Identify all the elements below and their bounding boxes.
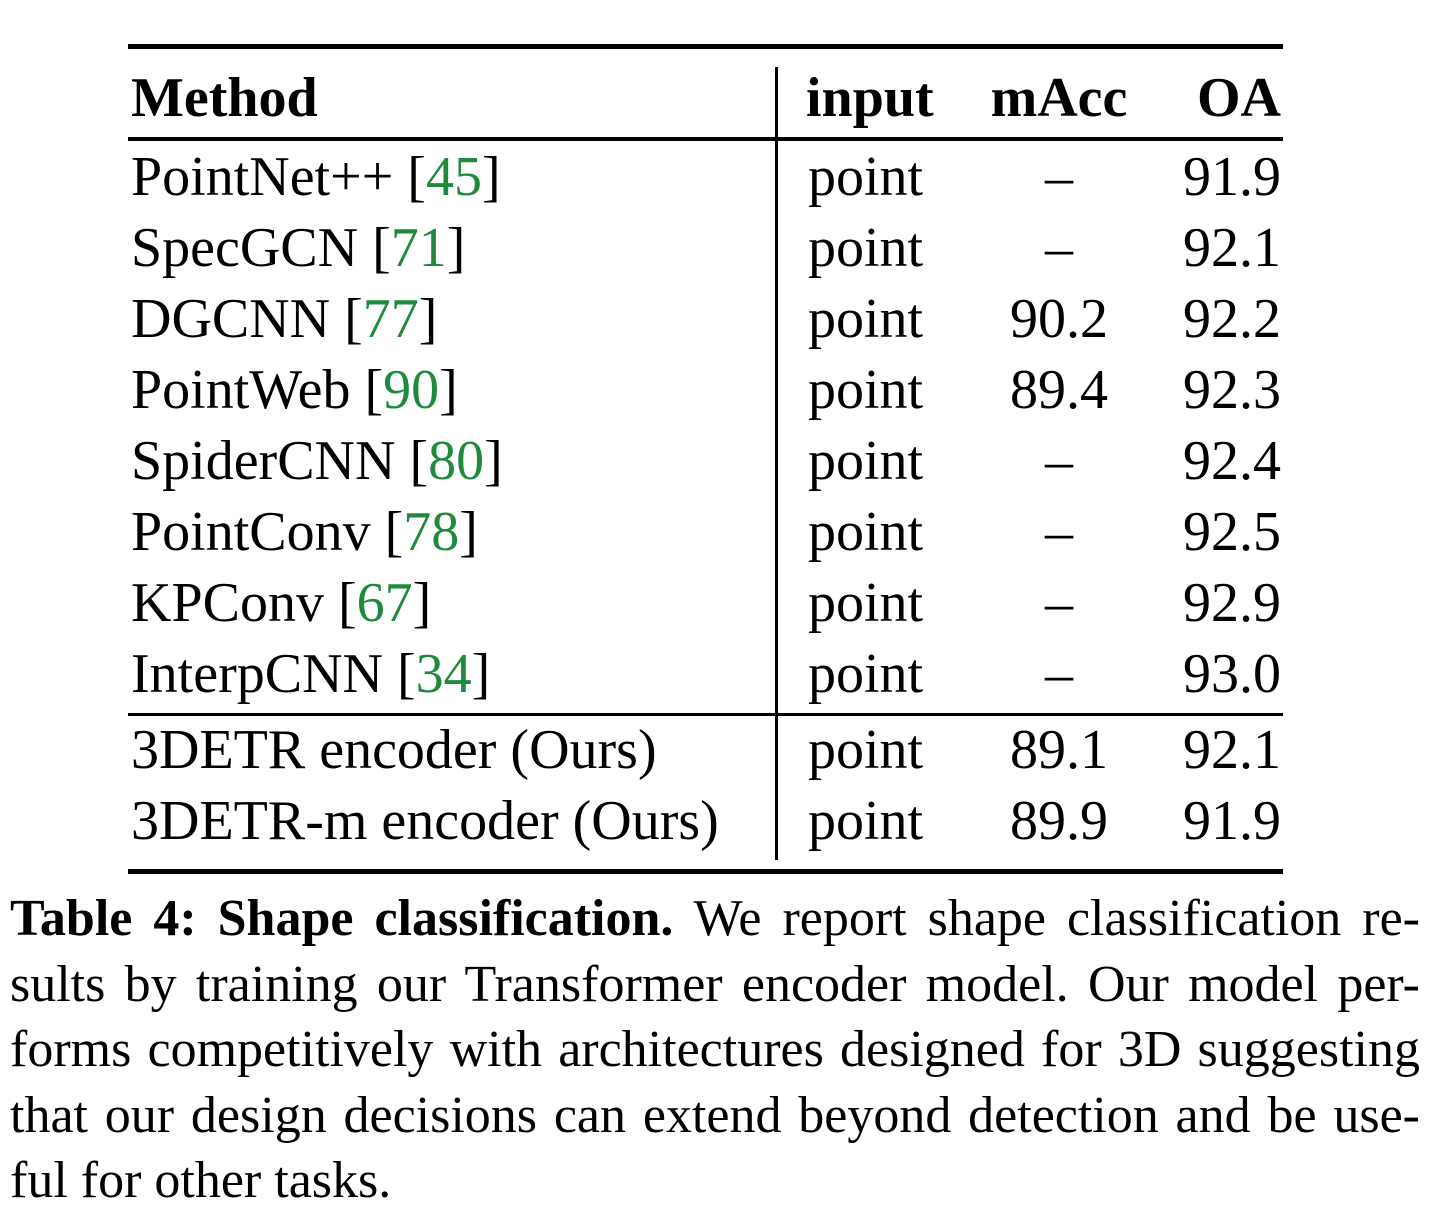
oa-cell: 92.1 [1183,217,1281,279]
oa-cell: 93.0 [1183,643,1281,705]
input-cell: point [808,146,924,208]
citation-link[interactable]: 77 [362,288,419,350]
method-cell: PointNet++ [45] [131,146,501,208]
macc-cell: 89.1 [1010,719,1108,781]
citation-link[interactable]: 34 [415,643,472,705]
caption-label: Table 4: Shape classification. [10,890,674,947]
method-cell: 3DETR-m encoder (Ours) [131,789,719,853]
oa-cell: 92.3 [1183,359,1281,421]
input-cell: point [808,359,924,421]
method-name: KPConv [131,572,324,634]
caption-text: We report shape classification re- [693,890,1420,947]
input-cell: point [808,217,924,279]
table-bottom-rule [128,869,1283,874]
caption-line: ful for other tasks. [10,1152,392,1209]
method-name: PointConv [131,501,371,563]
oa-cell: 92.1 [1183,719,1281,781]
oa-cell: 91.9 [1183,146,1281,208]
method-cell: PointConv [78] [131,501,478,563]
citation-link[interactable]: 78 [403,501,460,563]
method-cell: KPConv [67] [131,572,432,634]
method-name: InterpCNN [131,643,383,705]
caption-line: forms competitively with architectures d… [10,1021,1420,1078]
oa-cell: 92.4 [1183,430,1281,492]
input-cell: point [808,572,924,634]
table-column-divider [775,67,778,860]
method-name: DGCNN [131,288,331,350]
header-oa: OA [1197,67,1281,129]
method-cell: SpecGCN [71] [131,217,466,279]
method-cell: SpiderCNN [80] [131,430,503,492]
input-cell: point [808,643,924,705]
table-top-rule [128,44,1283,49]
caption-line: sults by training our Transformer encode… [10,955,1420,1013]
caption-line: Table 4: Shape classification. We report… [10,886,1420,952]
macc-cell: – [1045,572,1073,634]
table-group-rule [128,713,1283,716]
method-cell: InterpCNN [34] [131,643,491,705]
macc-cell: – [1045,501,1073,563]
macc-cell: 90.2 [1010,288,1108,350]
table-header-rule [128,137,1283,141]
input-cell: point [808,501,924,563]
method-cell: 3DETR encoder (Ours) [131,718,657,782]
method-name: SpecGCN [131,217,359,279]
oa-cell: 92.5 [1183,501,1281,563]
oa-cell: 91.9 [1183,790,1281,852]
oa-cell: 92.9 [1183,572,1281,634]
macc-cell: 89.9 [1010,790,1108,852]
method-name: SpiderCNN [131,430,396,492]
header-macc: mAcc [990,67,1128,129]
citation-link[interactable]: 80 [428,430,485,492]
citation-link[interactable]: 71 [390,217,447,279]
input-cell: point [808,790,924,852]
method-cell: DGCNN [77] [131,288,438,350]
citation-link[interactable]: 67 [356,572,413,634]
macc-cell: – [1045,430,1073,492]
input-cell: point [808,719,924,781]
citation-link[interactable]: 90 [383,359,440,421]
header-method: Method [131,67,318,129]
macc-cell: – [1045,643,1073,705]
method-cell: PointWeb [90] [131,359,458,421]
caption-line: that our design decisions can extend bey… [10,1086,1420,1144]
macc-cell: 89.4 [1010,359,1108,421]
table-caption: Table 4: Shape classification. We report… [10,886,1420,1214]
method-name: 3DETR-m encoder (Ours) [131,790,719,852]
method-name: PointNet++ [131,146,394,208]
macc-cell: – [1045,146,1073,208]
input-cell: point [808,430,924,492]
method-name: PointWeb [131,359,351,421]
input-cell: point [808,288,924,350]
citation-link[interactable]: 45 [425,146,482,208]
macc-cell: – [1045,217,1073,279]
header-input: input [806,67,934,129]
oa-cell: 92.2 [1183,288,1281,350]
method-name: 3DETR encoder (Ours) [131,719,657,781]
